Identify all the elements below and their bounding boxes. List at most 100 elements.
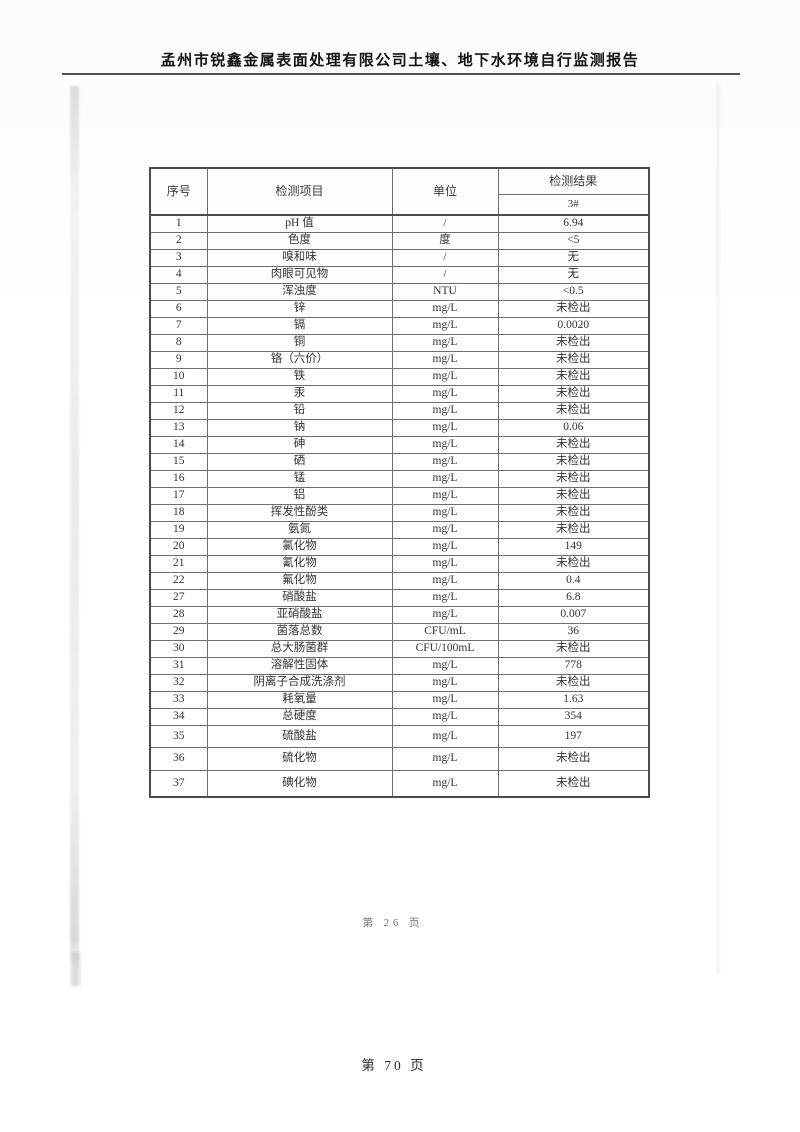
- cell-unit: mg/L: [391, 384, 499, 403]
- cell-unit: mg/L: [391, 469, 499, 488]
- cell-item: 色度: [206, 231, 393, 250]
- table-row: 35 硫酸盐 mg/L 197: [149, 724, 650, 748]
- cell-result: 0.06: [497, 418, 650, 437]
- cell-unit: mg/L: [391, 503, 499, 522]
- cell-unit: mg/L: [391, 605, 499, 624]
- cell-item: 锌: [206, 299, 393, 318]
- outer-page-number: 第 70 页: [361, 1058, 427, 1073]
- table-row: 31 溶解性固体 mg/L 778: [149, 656, 650, 675]
- table-row: 3 嗅和味 / 无: [149, 248, 650, 267]
- cell-item: 砷: [206, 435, 393, 454]
- cell-unit: mg/L: [391, 520, 499, 539]
- cell-result: 未检出: [497, 520, 650, 539]
- table-row: 30 总大肠菌群 CFU/100mL 未检出: [149, 639, 650, 658]
- cell-no: 34: [149, 707, 208, 726]
- cell-unit: mg/L: [391, 673, 499, 692]
- results-table: 序号 检测项目 单位 检测结果 3# 1 pH 值/6.94 2 色度度 <5 3 嗅和味 /…: [149, 167, 650, 798]
- cell-no: 4: [149, 265, 208, 284]
- cell-unit: mg/L: [391, 435, 499, 454]
- cell-result: 未检出: [497, 333, 650, 352]
- cell-no: 22: [149, 571, 208, 590]
- cell-result: 未检出: [497, 435, 650, 454]
- cell-unit: mg/L: [391, 367, 499, 386]
- cell-no: 10: [149, 367, 208, 386]
- cell-no: 11: [149, 384, 208, 403]
- header-col-result: 检测结果: [497, 167, 650, 195]
- document-header-title: 孟州市锐鑫金属表面处理有限公司土壤、地下水环境自行监测报告: [160, 53, 640, 69]
- table-row: 32 阴离子合成洗涤剂 mg/L 未检出: [149, 673, 650, 692]
- header-divider: [62, 73, 740, 75]
- cell-no: 33: [149, 690, 208, 709]
- cell-item: 氟化物: [206, 571, 393, 590]
- cell-no: 14: [149, 435, 208, 454]
- cell-item: 镉: [206, 316, 393, 335]
- table-row: 15 硒 mg/L 未检出: [149, 452, 650, 471]
- table-row: 33 耗氧量 mg/L 1.63: [149, 690, 650, 709]
- cell-result: 未检出: [497, 469, 650, 488]
- cell-result: 778: [497, 656, 650, 675]
- table-row: 34 总硬度 mg/L 354: [149, 707, 650, 726]
- table-row: 7 镉 mg/L 0.0020: [149, 316, 650, 335]
- cell-no: 1: [149, 214, 208, 233]
- cell-no: 15: [149, 452, 208, 471]
- table-row: 11 汞 mg/L 未检出: [149, 384, 650, 403]
- cell-no: 36: [149, 746, 208, 771]
- cell-result: 1.63: [497, 690, 650, 709]
- cell-no: 31: [149, 656, 208, 675]
- table-row: 27 硝酸盐 mg/L 6.8: [149, 588, 650, 607]
- cell-unit: mg/L: [391, 350, 499, 369]
- cell-no: 18: [149, 503, 208, 522]
- cell-no: 6: [149, 299, 208, 318]
- cell-item: 铝: [206, 486, 393, 505]
- cell-item: 铬（六价）: [206, 350, 393, 369]
- cell-result: 未检出: [497, 367, 650, 386]
- cell-no: 37: [149, 769, 208, 798]
- cell-unit: mg/L: [391, 571, 499, 590]
- table-row: 21 氰化物 mg/L 未检出: [149, 554, 650, 573]
- cell-unit: mg/L: [391, 299, 499, 318]
- cell-result: 0.4: [497, 571, 650, 590]
- cell-unit: mg/L: [391, 333, 499, 352]
- cell-item: 嗅和味: [206, 248, 393, 267]
- cell-result: 无: [497, 248, 650, 267]
- table-row: 37 碘化物 mg/L 未检出: [149, 769, 650, 798]
- table-row: 20 氯化物 mg/L 149: [149, 537, 650, 556]
- table-row: 1 pH 值/6.94: [149, 214, 650, 233]
- table-row: 12 铅 mg/L 未检出: [149, 401, 650, 420]
- cell-item: 总大肠菌群: [206, 639, 393, 658]
- cell-no: 29: [149, 622, 208, 641]
- cell-result: 未检出: [497, 639, 650, 658]
- table-row: 16 锰 mg/L 未检出: [149, 469, 650, 488]
- cell-item: 汞: [206, 384, 393, 403]
- table-row: 18 挥发性酚类 mg/L 未检出: [149, 503, 650, 522]
- table-row: 5 浑浊度 NTU <0.5: [149, 282, 650, 301]
- cell-result: 未检出: [497, 452, 650, 471]
- results-table-container: 序号 检测项目 单位 检测结果 3# 1 pH 值/6.94 2 色度度 <5 3 嗅和味 /…: [149, 167, 650, 798]
- cell-no: 17: [149, 486, 208, 505]
- cell-result: 0.007: [497, 605, 650, 624]
- table-row: 13 钠 mg/L 0.06: [149, 418, 650, 437]
- cell-no: 35: [149, 724, 208, 748]
- table-row: 28 亚硝酸盐 mg/L 0.007: [149, 605, 650, 624]
- cell-result: 149: [497, 537, 650, 556]
- table-row: 2 色度度 <5: [149, 231, 650, 250]
- cell-unit: mg/L: [391, 588, 499, 607]
- cell-result: 未检出: [497, 503, 650, 522]
- cell-item: 氨氮: [206, 520, 393, 539]
- header-result-sub-label: 3#: [497, 194, 650, 216]
- cell-unit: mg/L: [391, 724, 499, 748]
- cell-unit: CFU/mL: [391, 622, 499, 641]
- cell-result: 6.8: [497, 588, 650, 607]
- cell-no: 9: [149, 350, 208, 369]
- cell-result: 未检出: [497, 746, 650, 771]
- table-row: 29 菌落总数 CFU/mL 36: [149, 622, 650, 641]
- cell-unit: /: [391, 248, 499, 267]
- cell-no: 32: [149, 673, 208, 692]
- cell-item: 氯化物: [206, 537, 393, 556]
- cell-no: 8: [149, 333, 208, 352]
- table-row: 10 铁 mg/L 未检出: [149, 367, 650, 386]
- cell-item: 锰: [206, 469, 393, 488]
- cell-unit: mg/L: [391, 401, 499, 420]
- cell-result: <5: [497, 231, 650, 250]
- cell-no: 28: [149, 605, 208, 624]
